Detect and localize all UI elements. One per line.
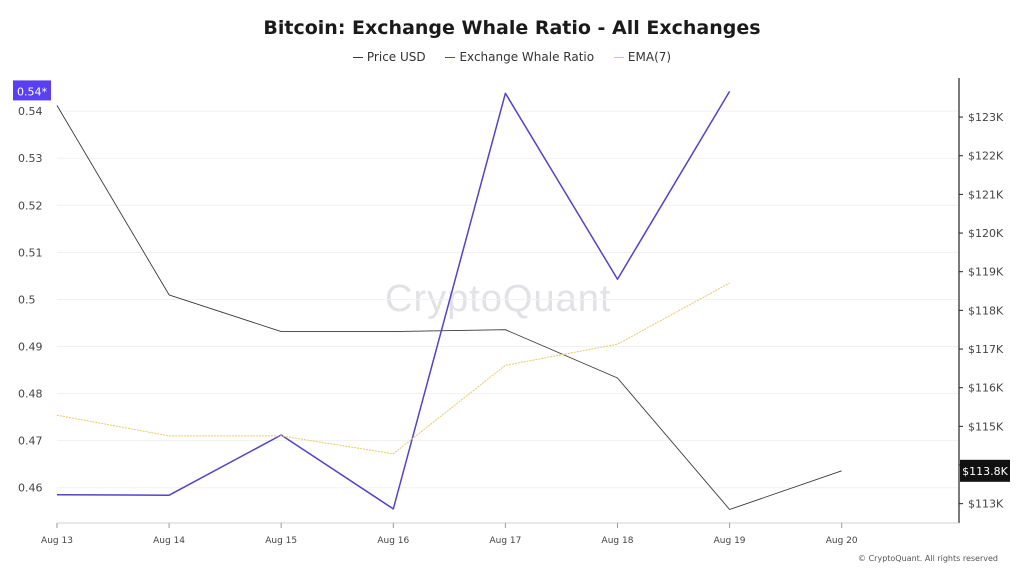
series-line-exchange-whale-ratio — [56, 91, 731, 510]
legend-swatch-price-usd — [352, 57, 363, 58]
y-right-tick-label: $116K — [968, 382, 1004, 395]
legend-label-price-usd: Price USD — [366, 50, 426, 64]
y-right-tick-label: $120K — [968, 227, 1004, 240]
x-tick-label: Aug 15 — [265, 536, 297, 546]
legend-item-ema7[interactable]: EMA(7) — [613, 50, 672, 64]
legend-swatch-ema7 — [613, 57, 624, 58]
y-right-tick-label: $113K — [968, 498, 1004, 511]
legend-item-price-usd[interactable]: Price USD — [352, 50, 426, 64]
legend: Price USD Exchange Whale Ratio EMA(7) — [0, 50, 1024, 64]
series-line-ema-7 — [56, 282, 730, 455]
x-tick-label: Aug 14 — [153, 536, 185, 546]
left-value-badge-text: 0.54* — [17, 85, 47, 98]
x-tick-label: Aug 17 — [489, 536, 521, 546]
legend-swatch-whale-ratio — [445, 57, 456, 58]
y-left-tick-label: 0.53 — [18, 152, 43, 165]
y-right-tick-label: $121K — [968, 188, 1004, 201]
y-left-tick-label: 0.51 — [18, 246, 43, 259]
y-left-tick-label: 0.46 — [18, 482, 43, 495]
y-left-tick-label: 0.47 — [18, 435, 43, 448]
legend-label-ema7: EMA(7) — [627, 50, 672, 64]
right-value-badge-text: $113.8K — [962, 465, 1008, 478]
copyright-notice: © CryptoQuant. All rights reserved — [858, 554, 998, 563]
series-line-price-usd — [56, 105, 842, 510]
y-left-tick-label: 0.5 — [18, 293, 36, 306]
left-value-badge — [13, 80, 51, 101]
chart-title: Bitcoin: Exchange Whale Ratio - All Exch… — [263, 17, 761, 39]
y-right-tick-label: $117K — [968, 343, 1004, 356]
y-right-tick-label: $119K — [968, 266, 1004, 279]
y-right-tick-label: $123K — [968, 111, 1004, 124]
legend-label-whale-ratio: Exchange Whale Ratio — [459, 50, 595, 64]
x-tick-label: Aug 19 — [714, 536, 746, 546]
y-left-tick-label: 0.48 — [18, 388, 43, 401]
y-left-tick-label: 0.54 — [18, 105, 43, 118]
x-tick-label: Aug 18 — [602, 536, 634, 546]
y-left-tick-label: 0.49 — [18, 341, 43, 354]
x-tick-label: Aug 13 — [41, 536, 73, 546]
x-tick-label: Aug 20 — [826, 536, 858, 546]
x-tick-label: Aug 16 — [377, 536, 409, 546]
y-right-tick-label: $115K — [968, 420, 1004, 433]
y-right-tick-label: $118K — [968, 304, 1004, 317]
y-left-tick-label: 0.52 — [18, 199, 43, 212]
legend-item-whale-ratio[interactable]: Exchange Whale Ratio — [445, 50, 594, 64]
right-value-badge — [960, 459, 1010, 482]
y-right-tick-label: $122K — [968, 150, 1004, 163]
